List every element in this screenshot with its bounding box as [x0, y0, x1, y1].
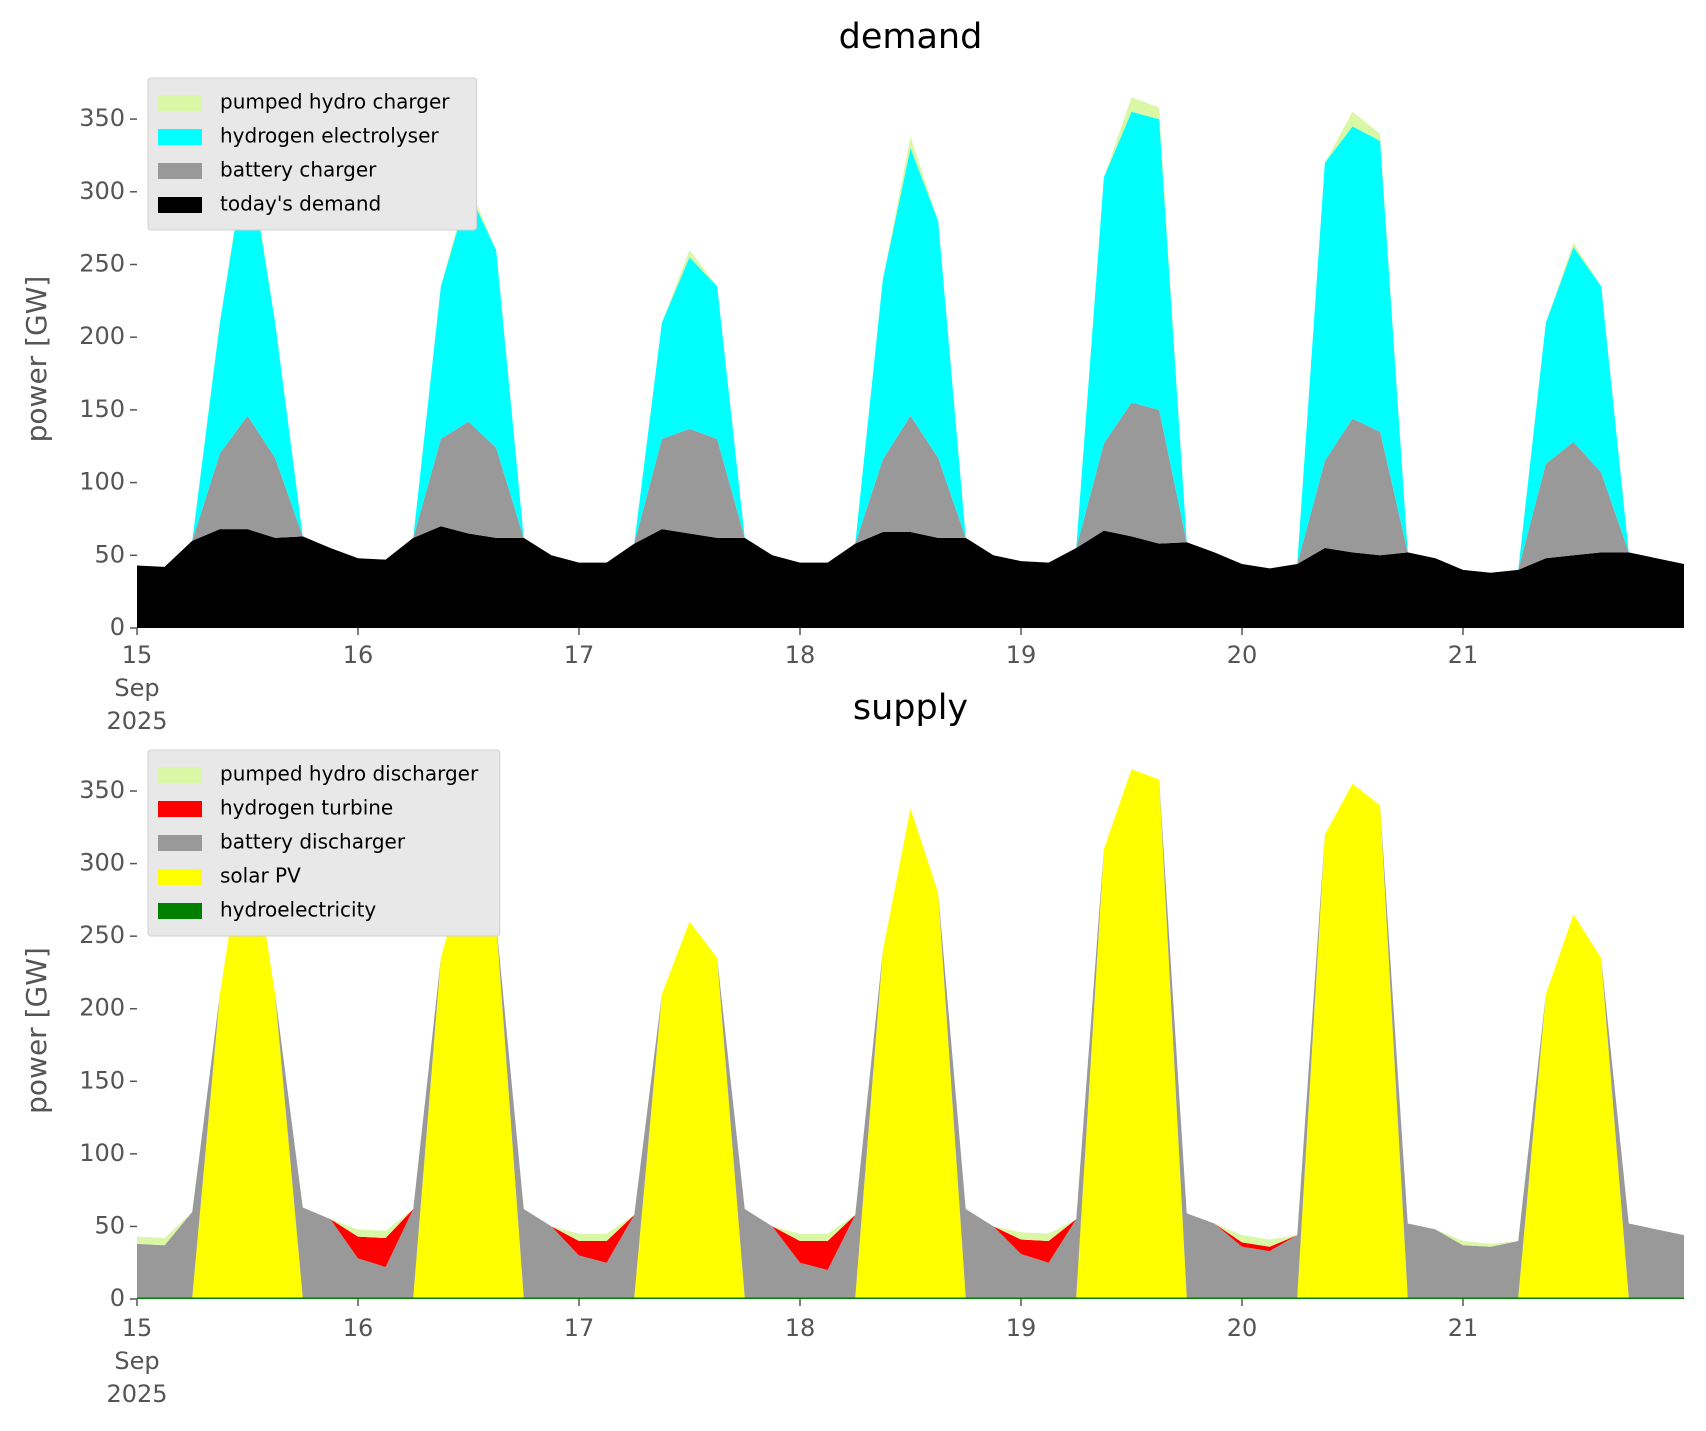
legend-label: today's demand — [220, 192, 381, 216]
legend-swatch — [158, 903, 202, 919]
legend-swatch — [158, 869, 202, 885]
x-tick-label: 18 — [785, 1314, 816, 1342]
legend-swatch — [158, 129, 202, 145]
x-tick-label: 16 — [343, 1314, 374, 1342]
legend-swatch — [158, 95, 202, 111]
y-tick-label: 50 — [94, 1211, 125, 1239]
y-tick-label: 100 — [79, 1139, 125, 1167]
x-tick-label: 17 — [564, 1314, 595, 1342]
y-tick-label: 350 — [79, 776, 125, 804]
x-tick-label: 17 — [564, 641, 595, 669]
y-tick-label: 150 — [79, 1066, 125, 1094]
y-tick-label: 300 — [79, 849, 125, 877]
y-tick-label: 250 — [79, 921, 125, 949]
legend-box — [147, 749, 501, 937]
legend-swatch — [158, 801, 202, 817]
area — [137, 1297, 1684, 1299]
legend-label: battery discharger — [220, 830, 406, 854]
chart-title: demand — [839, 17, 983, 57]
x-tick-label: 18 — [785, 641, 816, 669]
y-tick-label: 350 — [79, 104, 125, 132]
legend-label: pumped hydro discharger — [220, 762, 479, 786]
legend-label: battery charger — [220, 158, 377, 182]
y-tick-label: 100 — [79, 468, 125, 496]
x-tick-label: 20 — [1227, 641, 1258, 669]
y-axis-label: power [GW] — [20, 947, 53, 1114]
y-tick-label: 250 — [79, 249, 125, 277]
legend-label: pumped hydro charger — [220, 90, 450, 114]
legend-swatch — [158, 767, 202, 783]
legend-swatch — [158, 197, 202, 213]
x-tick-label: 15 Sep 2025 — [106, 1314, 167, 1408]
legend-label: hydroelectricity — [220, 898, 376, 922]
area — [137, 526, 1684, 628]
area — [137, 769, 1684, 1298]
legend-box — [147, 77, 478, 231]
y-tick-label: 50 — [94, 540, 125, 568]
x-tick-label: 16 — [343, 641, 374, 669]
y-tick-label: 150 — [79, 395, 125, 423]
legend-label: hydrogen electrolyser — [220, 124, 439, 148]
y-axis-label: power [GW] — [20, 276, 53, 443]
y-tick-label: 0 — [110, 613, 125, 641]
area — [137, 402, 1684, 573]
x-tick-label: 19 — [1006, 1314, 1037, 1342]
legend-label: solar PV — [220, 864, 301, 888]
x-tick-label: 21 — [1448, 1314, 1479, 1342]
x-tick-label: 21 — [1448, 641, 1479, 669]
area — [137, 111, 1684, 573]
legend-swatch — [158, 163, 202, 179]
y-tick-label: 200 — [79, 322, 125, 350]
legend-swatch — [158, 835, 202, 851]
x-tick-label: 19 — [1006, 641, 1037, 669]
x-tick-label: 20 — [1227, 1314, 1258, 1342]
x-tick-label: 15 Sep 2025 — [106, 641, 167, 735]
legend-label: hydrogen turbine — [220, 796, 393, 820]
y-tick-label: 300 — [79, 177, 125, 205]
y-tick-label: 200 — [79, 994, 125, 1022]
chart-title: supply — [853, 688, 968, 728]
y-tick-label: 0 — [110, 1284, 125, 1312]
